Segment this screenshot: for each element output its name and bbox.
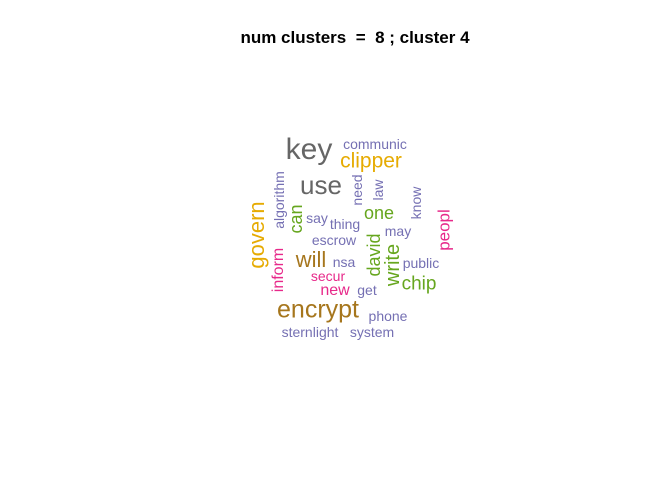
word-encrypt: encrypt <box>277 295 359 324</box>
word-one: one <box>363 203 395 223</box>
word-escrow: escrow <box>311 232 357 248</box>
word-know: know <box>408 186 424 220</box>
word-clipper: clipper <box>340 149 402 173</box>
word-will: will <box>295 247 327 272</box>
word-key: key <box>285 133 333 166</box>
word-nsa: nsa <box>332 254 356 270</box>
word-may: may <box>384 223 412 239</box>
word-thing: thing <box>329 216 361 232</box>
word-peopl: peopl <box>434 209 454 251</box>
word-phone: phone <box>368 308 408 324</box>
word-communic: communic <box>343 136 407 152</box>
word-govern: govern <box>244 201 269 269</box>
word-secur: secur <box>310 268 346 284</box>
word-algorithm: algorithm <box>271 171 287 229</box>
word-sternlight: sternlight <box>281 324 339 340</box>
word-david: david <box>364 233 384 277</box>
word-use: use <box>300 170 342 200</box>
word-inform: inform <box>270 247 287 293</box>
word-say: say <box>306 210 328 226</box>
word-system: system <box>349 324 395 340</box>
word-get: get <box>357 282 377 298</box>
word-new: new <box>320 282 350 299</box>
word-write: write <box>382 243 404 287</box>
word-need: need <box>349 174 365 206</box>
plot-title: num clusters = 8 ; cluster 4 <box>240 28 470 47</box>
word-chip: chip <box>401 273 437 295</box>
word-can: can <box>286 204 306 234</box>
word-public: public <box>402 255 440 271</box>
word-law: law <box>370 179 386 201</box>
